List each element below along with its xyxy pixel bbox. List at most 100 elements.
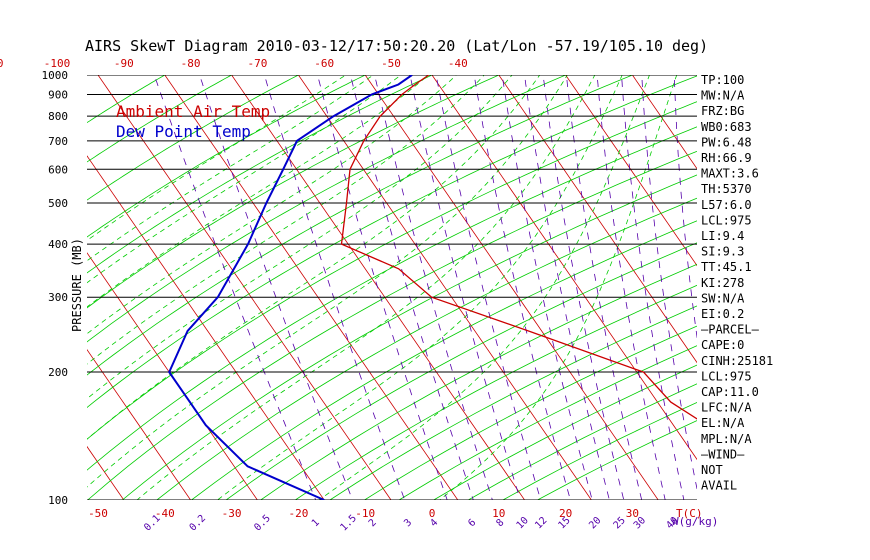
top-temp-tick-label: -70 xyxy=(247,57,267,70)
index-item: SW:N/A xyxy=(701,291,745,305)
dry-adiabat-line xyxy=(364,325,697,500)
temp-axis-unit-label: T(C) xyxy=(676,507,703,520)
mixing-ratio-lines xyxy=(153,75,697,500)
mixing-ratio-line xyxy=(350,75,474,500)
top-temp-tick-label: -50 xyxy=(381,57,401,70)
index-item: EL:N/A xyxy=(701,416,745,430)
dry-adiabat-line xyxy=(87,75,300,201)
moist-adiabat-line xyxy=(439,75,678,500)
index-item: CAPE:0 xyxy=(701,338,744,352)
bottom-axis-ticks: -50 -40 -30 -20 -10 0 10 20 30 T(C) xyxy=(88,507,702,520)
mixing-ratio-line xyxy=(263,75,406,500)
dry-adiabat-line xyxy=(329,305,697,500)
moist-adiabat-line xyxy=(87,75,513,400)
pressure-tick-label: 600 xyxy=(48,163,68,176)
mixing-ratio-tick-label: 10 xyxy=(515,515,531,531)
bottom-temp-tick-label: -30 xyxy=(222,507,242,520)
mixing-ratio-line xyxy=(409,75,521,500)
isotherm-line xyxy=(87,155,325,500)
pressure-tick-label: 300 xyxy=(48,291,68,304)
index-item: TP:100 xyxy=(701,73,744,87)
top-temp-tick-label: -60 xyxy=(314,57,334,70)
moist-adiabat-line xyxy=(87,75,541,440)
index-item: CAP:11.0 xyxy=(701,385,759,399)
pressure-tick-label: 100 xyxy=(48,494,68,507)
moist-adiabat-line xyxy=(87,75,568,488)
mixing-ratio-line xyxy=(565,75,643,500)
index-item: NOT xyxy=(701,463,723,477)
mixing-ratio-line xyxy=(596,75,666,500)
moist-adiabat-line xyxy=(87,75,430,308)
index-item: TT:45.1 xyxy=(701,260,752,274)
ambient-air-temp-line xyxy=(340,75,697,420)
dry-adiabat-line xyxy=(468,383,697,500)
index-item: LFC:N/A xyxy=(701,401,752,415)
index-item: LCL:975 xyxy=(701,369,752,383)
index-item: TH:5370 xyxy=(701,182,752,196)
mixing-ratio-line xyxy=(524,75,610,500)
mixing-ratio-line xyxy=(435,75,542,500)
index-item: EI:0.2 xyxy=(701,307,744,321)
dry-adiabat-line xyxy=(398,345,697,500)
mixing-ratio-line xyxy=(542,75,625,500)
index-item: —PARCEL— xyxy=(701,323,760,337)
index-item: MAXT:3.6 xyxy=(701,167,759,181)
moist-adiabat-line xyxy=(216,75,623,500)
dry-adiabat-line xyxy=(87,126,697,471)
mixing-ratio-tick-label: 3 xyxy=(402,517,414,529)
moist-adiabat-line xyxy=(87,75,402,284)
mixing-ratio-line xyxy=(621,75,685,500)
isotherm-line xyxy=(827,66,870,509)
dew-point-temp-line xyxy=(168,75,413,500)
moist-adiabat-line xyxy=(87,75,485,365)
bottom-temp-tick-label: -20 xyxy=(288,507,308,520)
index-item: LCL:975 xyxy=(701,213,752,227)
dry-adiabat-line xyxy=(87,75,500,309)
mixing-ratio-line xyxy=(473,75,571,500)
moist-adiabat-lines xyxy=(87,75,678,500)
dry-adiabat-line xyxy=(295,284,697,500)
mixing-ratio-line xyxy=(153,75,317,500)
isotherm-line xyxy=(760,66,870,509)
index-item: AVAIL xyxy=(701,479,737,493)
mixing-ratio-line xyxy=(199,75,353,500)
isotherm-line xyxy=(231,75,526,500)
index-item: MW:N/A xyxy=(701,89,745,103)
pressure-tick-label: 500 xyxy=(48,197,68,210)
bottom-temp-tick-label: -50 xyxy=(88,507,108,520)
top-temp-tick-label: -90 xyxy=(114,57,134,70)
isotherm-line xyxy=(0,66,64,509)
y-axis-label: PRESSURE (MB) xyxy=(70,238,84,332)
mixing-ratio-tick-label: 4 xyxy=(428,517,440,529)
dry-adiabat-line xyxy=(87,75,567,343)
index-item: SI:9.3 xyxy=(701,245,744,259)
mixing-ratio-tick-label: 0.2 xyxy=(188,513,209,534)
isotherm-line xyxy=(97,75,392,500)
isobar-lines xyxy=(87,75,697,500)
index-item: —WIND— xyxy=(701,447,745,461)
mixing-ratio-line xyxy=(501,75,593,500)
mixing-ratio-tick-label: 6 xyxy=(466,517,478,529)
moist-adiabat-line xyxy=(87,75,457,335)
mixing-ratio-line xyxy=(673,75,697,340)
dry-adiabat-lines xyxy=(87,75,697,500)
dry-adiabat-line xyxy=(225,242,697,500)
top-temp-tick-label: -100 xyxy=(44,57,71,70)
index-item: LI:9.4 xyxy=(701,229,744,243)
index-item: RH:66.9 xyxy=(701,151,752,165)
profile-lines xyxy=(168,75,697,500)
dry-adiabat-line xyxy=(87,75,433,274)
bottom-temp-tick-label: 30 xyxy=(626,507,639,520)
pressure-tick-label: 400 xyxy=(48,238,68,251)
isotherm-line xyxy=(87,252,258,500)
dry-adiabat-line xyxy=(87,75,697,408)
top-temp-tick-label: -110 xyxy=(0,57,3,70)
top-axis-ticks: -120-110-100-90-80-70-60-50-40 xyxy=(0,57,468,70)
dry-adiabat-line xyxy=(433,364,697,500)
top-temp-tick-label: -40 xyxy=(448,57,468,70)
index-item: FRZ:BG xyxy=(701,104,744,118)
bottom-temp-tick-label: 20 xyxy=(559,507,572,520)
mixing-ratio-tick-label: 0.5 xyxy=(252,513,273,534)
isotherm-line xyxy=(431,75,697,461)
